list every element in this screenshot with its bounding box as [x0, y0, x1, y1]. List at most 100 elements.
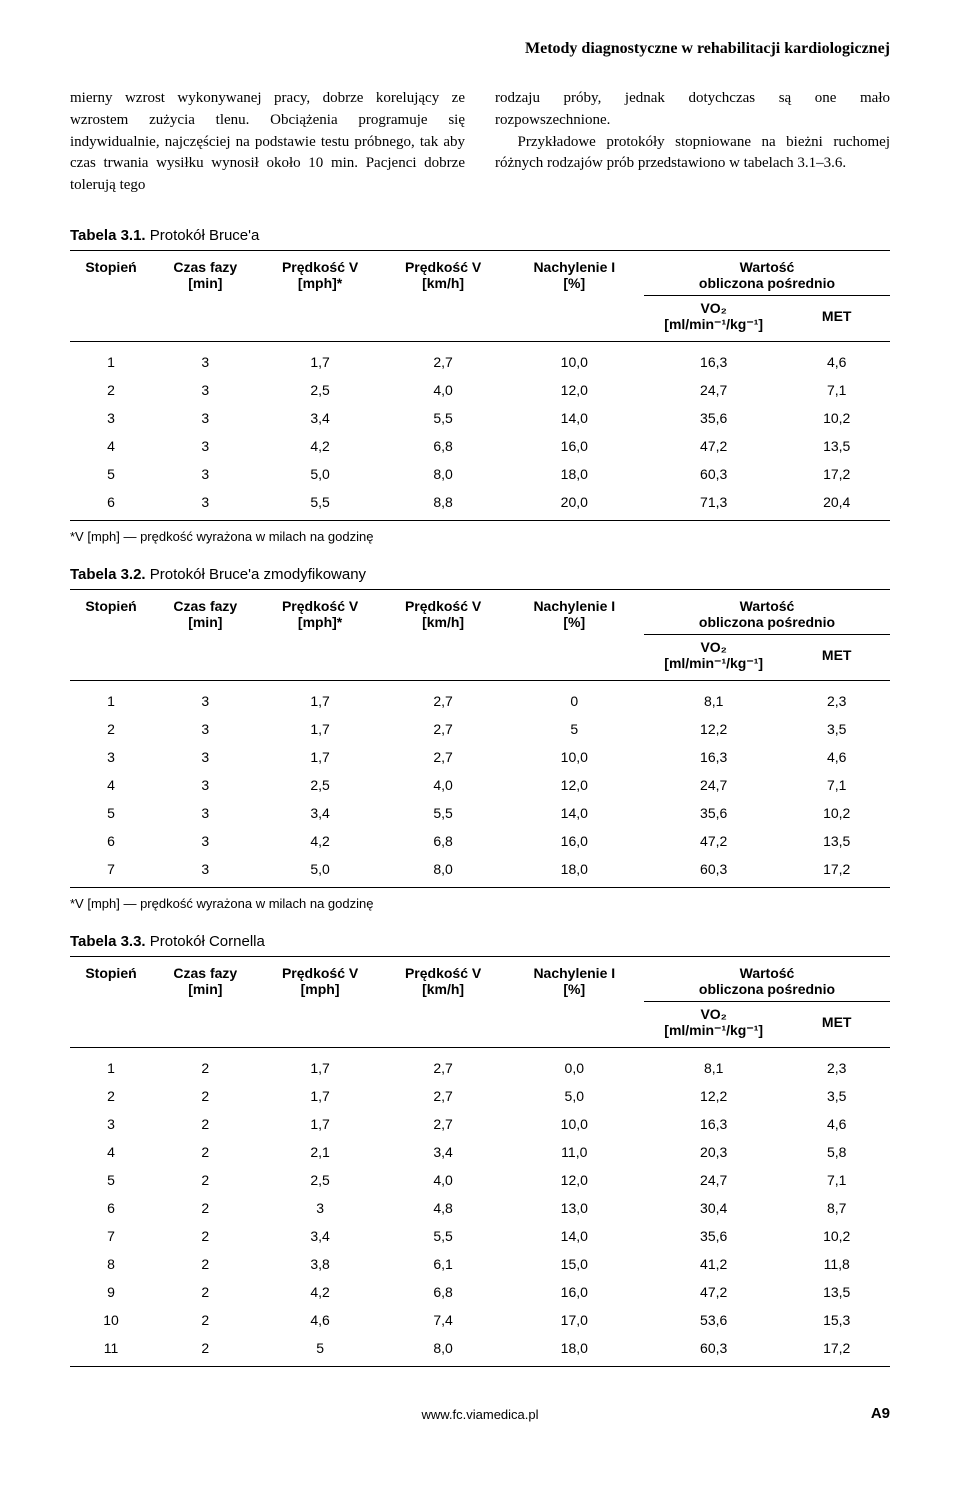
page-running-header: Metody diagnostyczne w rehabilitacji kar…: [70, 40, 890, 58]
table-cell: 1,7: [259, 1082, 382, 1110]
table-cell: 3,4: [259, 1222, 382, 1250]
table-cell: 4: [70, 1138, 152, 1166]
table-cell: 2,3: [783, 1047, 890, 1082]
table-cell: 4,2: [259, 432, 382, 460]
table-cell: 5,5: [382, 799, 505, 827]
table-cell: 14,0: [505, 1222, 644, 1250]
th-kmh: Prędkość V[km/h]: [382, 589, 505, 680]
table-cell: 24,7: [644, 376, 783, 404]
table-cell: 6: [70, 488, 152, 516]
table-cell: 60,3: [644, 460, 783, 488]
table-cell: 5,5: [259, 488, 382, 516]
table-cell: 4: [70, 771, 152, 799]
table-cell: 13,5: [783, 432, 890, 460]
table-cell: 8,0: [382, 1334, 505, 1362]
table-cell: 18,0: [505, 1334, 644, 1362]
table-cell: 3: [152, 827, 259, 855]
table-cell: 2: [152, 1222, 259, 1250]
table-cell: 12,0: [505, 771, 644, 799]
table-cell: 5,8: [783, 1138, 890, 1166]
table-cell: 5: [70, 799, 152, 827]
table-cell: 5: [70, 460, 152, 488]
table-cell: 15,0: [505, 1250, 644, 1278]
footer-url: www.fc.viamedica.pl: [421, 1407, 538, 1422]
table-cell: 3: [70, 1110, 152, 1138]
table-cell: 47,2: [644, 827, 783, 855]
table-cell: 4,0: [382, 771, 505, 799]
table-cell: 13,5: [783, 1278, 890, 1306]
table-cell: 17,2: [783, 460, 890, 488]
table2: Stopień Czas fazy[min] Prędkość V[mph]* …: [70, 589, 890, 883]
body-right-column: rodzaju próby, jednak dotychczas są one …: [495, 88, 890, 197]
table2-label: Tabela 3.2.: [70, 566, 146, 583]
table-cell: 5,5: [382, 404, 505, 432]
table-cell: 12,2: [644, 1082, 783, 1110]
page-number: A9: [871, 1405, 890, 1422]
table-cell: 3: [259, 1194, 382, 1222]
table-cell: 2,7: [382, 1082, 505, 1110]
table-cell: 3: [70, 743, 152, 771]
table-cell: 24,7: [644, 771, 783, 799]
table-cell: 1,7: [259, 715, 382, 743]
th-met: MET: [783, 634, 890, 680]
table-cell: 2: [152, 1334, 259, 1362]
table-cell: 1,7: [259, 1110, 382, 1138]
table-cell: 2: [152, 1194, 259, 1222]
table-cell: 20,4: [783, 488, 890, 516]
table-cell: 6,8: [382, 1278, 505, 1306]
table-cell: 15,3: [783, 1306, 890, 1334]
th-nachylenie: Nachylenie I[%]: [505, 956, 644, 1047]
table-cell: 10,0: [505, 1110, 644, 1138]
table3-wrap: Stopień Czas fazy[min] Prędkość V[mph] P…: [70, 956, 890, 1367]
body-right-p1: rodzaju próby, jednak dotychczas są one …: [495, 88, 890, 132]
table-cell: 8,0: [382, 855, 505, 883]
table-cell: 8,1: [644, 680, 783, 715]
table-cell: 7,1: [783, 1166, 890, 1194]
table-cell: 6,8: [382, 827, 505, 855]
table-cell: 3: [152, 743, 259, 771]
th-wartosc: Wartośćobliczona pośrednio: [644, 956, 890, 1001]
table-cell: 0: [505, 680, 644, 715]
table-cell: 30,4: [644, 1194, 783, 1222]
th-czas: Czas fazy[min]: [152, 956, 259, 1047]
table-cell: 7,1: [783, 771, 890, 799]
table-cell: 35,6: [644, 1222, 783, 1250]
th-mph: Prędkość V[mph]*: [259, 589, 382, 680]
table-cell: 14,0: [505, 404, 644, 432]
table-cell: 8,1: [644, 1047, 783, 1082]
table-cell: 3,4: [259, 799, 382, 827]
table1-footnote: *V [mph] — prędkość wyrażona w milach na…: [70, 529, 890, 544]
table-cell: 2: [152, 1082, 259, 1110]
table-cell: 10: [70, 1306, 152, 1334]
th-stopien: Stopień: [70, 250, 152, 341]
table2-body: 131,72,708,12,3231,72,7512,23,5331,72,71…: [70, 680, 890, 883]
table-cell: 12,0: [505, 376, 644, 404]
table1-body: 131,72,710,016,34,6232,54,012,024,77,133…: [70, 341, 890, 516]
table-cell: 18,0: [505, 460, 644, 488]
table-cell: 4,2: [259, 1278, 382, 1306]
table-cell: 6,1: [382, 1250, 505, 1278]
table-cell: 5,0: [259, 855, 382, 883]
th-kmh: Prędkość V[km/h]: [382, 956, 505, 1047]
table-cell: 1,7: [259, 680, 382, 715]
table-cell: 2,7: [382, 1047, 505, 1082]
table-cell: 11,8: [783, 1250, 890, 1278]
body-left-column: mierny wzrost wykonywanej pracy, dobrze …: [70, 88, 465, 197]
table-cell: 1,7: [259, 1047, 382, 1082]
table-cell: 2: [152, 1138, 259, 1166]
table-cell: 1,7: [259, 743, 382, 771]
table3: Stopień Czas fazy[min] Prędkość V[mph] P…: [70, 956, 890, 1362]
th-nachylenie: Nachylenie I[%]: [505, 589, 644, 680]
table-cell: 1: [70, 1047, 152, 1082]
th-czas: Czas fazy[min]: [152, 250, 259, 341]
th-wartosc: Wartośćobliczona pośrednio: [644, 589, 890, 634]
table-cell: 3: [70, 404, 152, 432]
table-cell: 4,6: [783, 743, 890, 771]
table-cell: 3: [152, 341, 259, 376]
table-cell: 2,7: [382, 715, 505, 743]
table-cell: 3: [152, 488, 259, 516]
table1-caption: Protokół Bruce'a: [150, 227, 260, 244]
table-cell: 10,2: [783, 404, 890, 432]
table1: Stopień Czas fazy[min] Prędkość V[mph]* …: [70, 250, 890, 516]
table-cell: 35,6: [644, 404, 783, 432]
